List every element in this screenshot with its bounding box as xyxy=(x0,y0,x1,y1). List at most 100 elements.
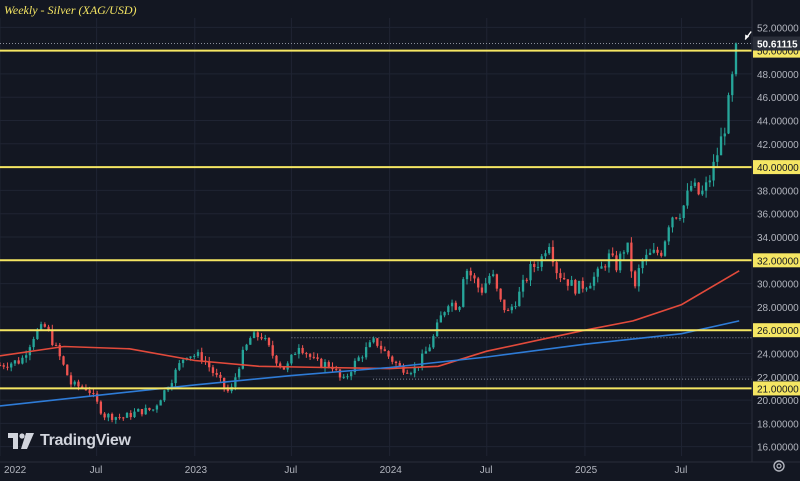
candle-body xyxy=(208,361,211,368)
candle-body xyxy=(379,345,383,350)
candle-body xyxy=(122,417,125,419)
y-tick-label: 36.00000 xyxy=(757,210,799,221)
candle-body xyxy=(559,273,562,279)
y-tick-label: 48.00000 xyxy=(757,70,799,81)
candle-body xyxy=(701,190,704,195)
candle-body xyxy=(43,324,46,327)
candle-body xyxy=(562,278,566,280)
candle-body xyxy=(353,360,357,373)
candle-body xyxy=(611,253,614,256)
candle-body xyxy=(312,356,315,358)
candle-body xyxy=(24,355,28,358)
candle-body xyxy=(66,364,69,376)
level-tag xyxy=(753,160,800,175)
x-tick-label: Jul xyxy=(675,465,688,476)
level-tag-label: 40.00000 xyxy=(757,163,799,174)
candle-body xyxy=(170,383,174,389)
candle-body xyxy=(21,357,24,364)
candle-body xyxy=(454,302,457,310)
candle-body xyxy=(592,276,596,286)
candle-body xyxy=(260,337,263,339)
candle-body xyxy=(443,312,446,316)
candle-body xyxy=(529,263,532,281)
y-tick-label: 38.00000 xyxy=(757,186,799,197)
candle-body xyxy=(615,255,618,271)
candle-body xyxy=(630,242,633,272)
candle-body xyxy=(36,329,39,339)
candle-body xyxy=(514,306,517,308)
x-tick-label: Jul xyxy=(284,465,297,476)
candle-body xyxy=(533,263,536,267)
candle-body xyxy=(619,253,622,271)
candle-body xyxy=(499,288,502,300)
y-tick-label: 16.00000 xyxy=(757,443,799,454)
candle-body xyxy=(480,287,484,293)
level-tag xyxy=(753,323,800,338)
candle-body xyxy=(731,74,734,96)
candle-body xyxy=(465,270,469,280)
candle-body xyxy=(305,353,308,355)
candle-body xyxy=(125,412,129,418)
candle-body xyxy=(510,306,513,311)
y-tick-label: 20.00000 xyxy=(757,396,799,407)
candle-body xyxy=(350,372,353,377)
candle-body xyxy=(432,336,435,348)
candle-body xyxy=(279,363,282,367)
candle-body xyxy=(51,329,54,345)
candle-body xyxy=(383,349,386,352)
candle-body xyxy=(723,133,726,137)
candle-body xyxy=(323,362,327,368)
candle-body xyxy=(596,268,599,277)
candle-body xyxy=(39,324,43,330)
tradingview-logo: TradingView xyxy=(8,432,131,450)
y-tick-label: 46.00000 xyxy=(757,93,799,104)
candle-body xyxy=(551,246,555,263)
candle-body xyxy=(211,367,215,373)
candle-body xyxy=(376,338,379,346)
candle-body xyxy=(391,356,394,362)
candle-body xyxy=(719,136,723,156)
x-tick-label: Jul xyxy=(480,465,493,476)
candle-body xyxy=(548,246,551,254)
candle-body xyxy=(413,366,416,374)
gear-icon[interactable] xyxy=(772,459,786,473)
candle-body xyxy=(0,365,2,367)
y-tick-label: 34.00000 xyxy=(757,233,799,244)
annotation-arrow-head xyxy=(745,34,750,40)
y-tick-label: 30.00000 xyxy=(757,280,799,291)
candle-body xyxy=(424,351,428,354)
last-price-label: 50.61115 xyxy=(757,39,798,50)
candle-body xyxy=(521,279,525,292)
candle-body xyxy=(604,266,607,268)
candle-body xyxy=(234,377,237,387)
candle-body xyxy=(671,217,674,228)
candle-body xyxy=(95,393,99,402)
candle-body xyxy=(450,302,454,307)
candle-body xyxy=(525,279,528,281)
candle-body xyxy=(342,376,345,378)
y-tick-label: 52.00000 xyxy=(757,23,799,34)
candle-body xyxy=(320,358,323,368)
candle-body xyxy=(2,365,5,367)
candle-body xyxy=(252,332,256,339)
candle-body xyxy=(32,338,35,348)
x-tick-label: 2023 xyxy=(185,465,208,476)
candle-body xyxy=(716,155,719,162)
candle-body xyxy=(585,288,588,290)
candle-body xyxy=(103,413,106,418)
candle-body xyxy=(114,417,117,420)
candle-body xyxy=(316,357,319,359)
candle-body xyxy=(335,369,338,371)
candle-body xyxy=(462,279,465,307)
candle-body xyxy=(275,355,278,364)
candle-body xyxy=(133,411,136,418)
candle-body xyxy=(589,285,592,289)
candle-body xyxy=(241,349,244,369)
candle-body xyxy=(491,274,495,276)
candle-body xyxy=(267,337,271,346)
candle-body xyxy=(540,256,543,267)
candle-body xyxy=(682,205,685,219)
candle-body xyxy=(58,345,61,357)
y-tick-label: 24.00000 xyxy=(757,349,799,360)
